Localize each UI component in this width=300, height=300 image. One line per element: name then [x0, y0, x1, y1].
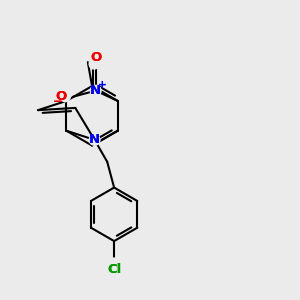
Text: Cl: Cl — [107, 263, 121, 276]
Text: Cl: Cl — [107, 263, 121, 276]
Text: O: O — [56, 90, 67, 103]
Text: N: N — [89, 134, 100, 146]
Text: −: − — [53, 95, 63, 108]
Text: +: + — [98, 80, 106, 90]
Text: O: O — [90, 51, 101, 64]
Circle shape — [109, 258, 119, 269]
Text: +: + — [98, 80, 106, 90]
Text: −: − — [53, 95, 63, 108]
Circle shape — [89, 134, 100, 145]
Text: N: N — [89, 134, 100, 146]
Circle shape — [60, 92, 70, 102]
Circle shape — [89, 59, 99, 69]
Text: O: O — [56, 90, 67, 103]
Text: N: N — [90, 84, 101, 97]
Text: N: N — [90, 84, 101, 97]
Text: O: O — [90, 51, 101, 64]
Circle shape — [90, 85, 101, 96]
